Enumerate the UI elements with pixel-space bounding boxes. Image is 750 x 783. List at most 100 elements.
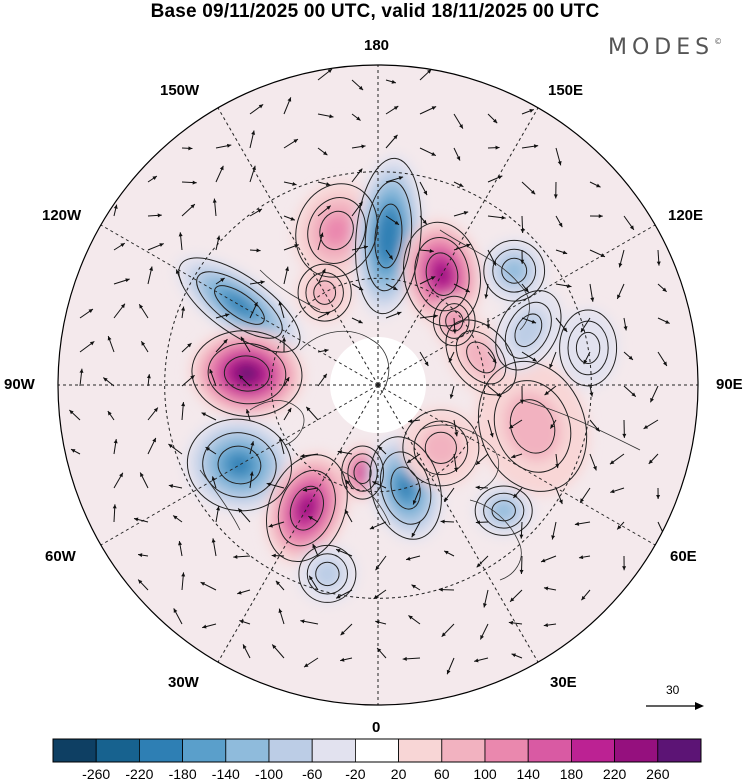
wind-arrow bbox=[453, 147, 461, 161]
anomaly-low-caspian-contours bbox=[474, 485, 533, 536]
wind-arrow bbox=[137, 553, 149, 558]
wind-arrow bbox=[200, 581, 217, 591]
wind-arrow bbox=[317, 68, 333, 81]
coastline-5 bbox=[439, 229, 530, 331]
wind-arrow bbox=[657, 317, 670, 324]
wind-arrow bbox=[240, 336, 251, 353]
wind-arrow bbox=[249, 280, 265, 285]
wind-arrow bbox=[308, 515, 319, 523]
wind-arrow bbox=[249, 103, 264, 115]
wind-arrow bbox=[482, 589, 489, 608]
wind-arrow bbox=[519, 521, 524, 539]
wind-arrow bbox=[137, 579, 149, 591]
wind-arrow bbox=[181, 402, 186, 421]
colorbar-frame bbox=[52, 738, 702, 763]
wind-arrow bbox=[574, 521, 591, 526]
coastline-8 bbox=[199, 469, 241, 531]
coastline-7 bbox=[519, 399, 641, 451]
wind-arrow bbox=[335, 548, 353, 557]
wind-arrow bbox=[443, 550, 455, 557]
wind-arrow bbox=[168, 484, 183, 489]
wind-arrow bbox=[375, 620, 387, 625]
wind-arrow bbox=[237, 508, 251, 523]
colorbar-tick-label: 20 bbox=[390, 766, 407, 782]
anomaly-low-west-canada bbox=[175, 255, 304, 355]
wind-arrow bbox=[521, 351, 538, 362]
wind-arrow bbox=[317, 147, 328, 156]
wind-arrow bbox=[317, 181, 331, 187]
wind-arrow bbox=[385, 176, 404, 183]
wind-arrow bbox=[351, 113, 361, 121]
wind-arrow bbox=[551, 521, 557, 540]
wind-arrow bbox=[79, 308, 94, 319]
anomaly-high-hudson bbox=[189, 328, 305, 419]
wind-arrow bbox=[419, 147, 437, 157]
wind-arrow bbox=[317, 113, 334, 119]
wind-arrow bbox=[657, 283, 667, 293]
wind-arrow bbox=[474, 657, 489, 663]
wind-arrow bbox=[402, 656, 421, 661]
wind-arrow bbox=[249, 301, 258, 319]
wind-arrow bbox=[147, 213, 162, 218]
wind-arrow bbox=[408, 419, 421, 424]
wind-arrow bbox=[211, 538, 217, 557]
wind-arrow bbox=[266, 482, 285, 489]
wind-arrow bbox=[303, 657, 319, 668]
colorbar-swatch-1 bbox=[95, 738, 140, 763]
wind-arrow bbox=[283, 244, 299, 251]
modes-logo: MODES© bbox=[608, 35, 722, 60]
wind-arrow bbox=[181, 342, 192, 353]
wind-arrow bbox=[107, 335, 115, 353]
latitude-circle-60 bbox=[270, 277, 486, 493]
wind-arrow bbox=[215, 506, 221, 523]
wind-arrow bbox=[147, 175, 158, 183]
wind-arrow bbox=[283, 376, 290, 387]
wind-arrow bbox=[302, 487, 319, 492]
wind-arrow bbox=[453, 453, 459, 472]
wind-arrow bbox=[543, 586, 557, 591]
wind-arrow bbox=[406, 453, 421, 464]
colorbar-swatch-2 bbox=[138, 738, 183, 763]
lon-label-60w: 60W bbox=[45, 548, 76, 565]
wind-arrow bbox=[107, 410, 115, 421]
wind-arrow bbox=[623, 351, 634, 361]
wind-arrow bbox=[237, 589, 251, 595]
wind-arrow bbox=[544, 385, 557, 396]
wind-arrow bbox=[484, 283, 489, 299]
meridian-60 bbox=[377, 384, 656, 546]
wind-arrow bbox=[520, 249, 525, 264]
wind-arrow bbox=[519, 555, 524, 575]
wind-arrow bbox=[283, 215, 296, 221]
wind-arrow bbox=[440, 519, 455, 524]
wind-arrow bbox=[555, 215, 563, 228]
wind-arrow bbox=[283, 407, 292, 421]
contour-lines bbox=[178, 157, 618, 603]
wind-arrow bbox=[317, 268, 326, 285]
wind-arrow bbox=[242, 644, 251, 659]
wind-arrow bbox=[549, 351, 557, 369]
wind-vectors bbox=[69, 68, 670, 675]
wind-arrow bbox=[511, 653, 523, 659]
wind-arrow bbox=[419, 351, 429, 367]
wind-arrow bbox=[589, 249, 606, 258]
wind-arrow bbox=[282, 337, 287, 353]
wind-arrow bbox=[211, 476, 217, 489]
wind-arrow bbox=[580, 317, 591, 333]
wind-arrow bbox=[178, 540, 183, 557]
wind-arrow bbox=[202, 623, 217, 629]
wind-arrow bbox=[351, 201, 364, 217]
wind-arrow bbox=[589, 385, 594, 397]
colorbar-swatch-7 bbox=[354, 738, 399, 763]
wind-arrow bbox=[487, 145, 500, 150]
wind-arrow bbox=[475, 485, 489, 490]
wind-arrow bbox=[408, 615, 421, 625]
wind-arrow bbox=[376, 647, 387, 659]
anomaly-low-west-canada-contours bbox=[178, 257, 301, 353]
colorbar-tick-label: 60 bbox=[434, 766, 450, 782]
wind-arrow bbox=[487, 215, 506, 220]
anomaly-low-caspian bbox=[473, 484, 534, 537]
wind-arrow bbox=[215, 313, 230, 319]
meridian-300 bbox=[100, 384, 379, 546]
wind-arrow bbox=[453, 243, 471, 251]
